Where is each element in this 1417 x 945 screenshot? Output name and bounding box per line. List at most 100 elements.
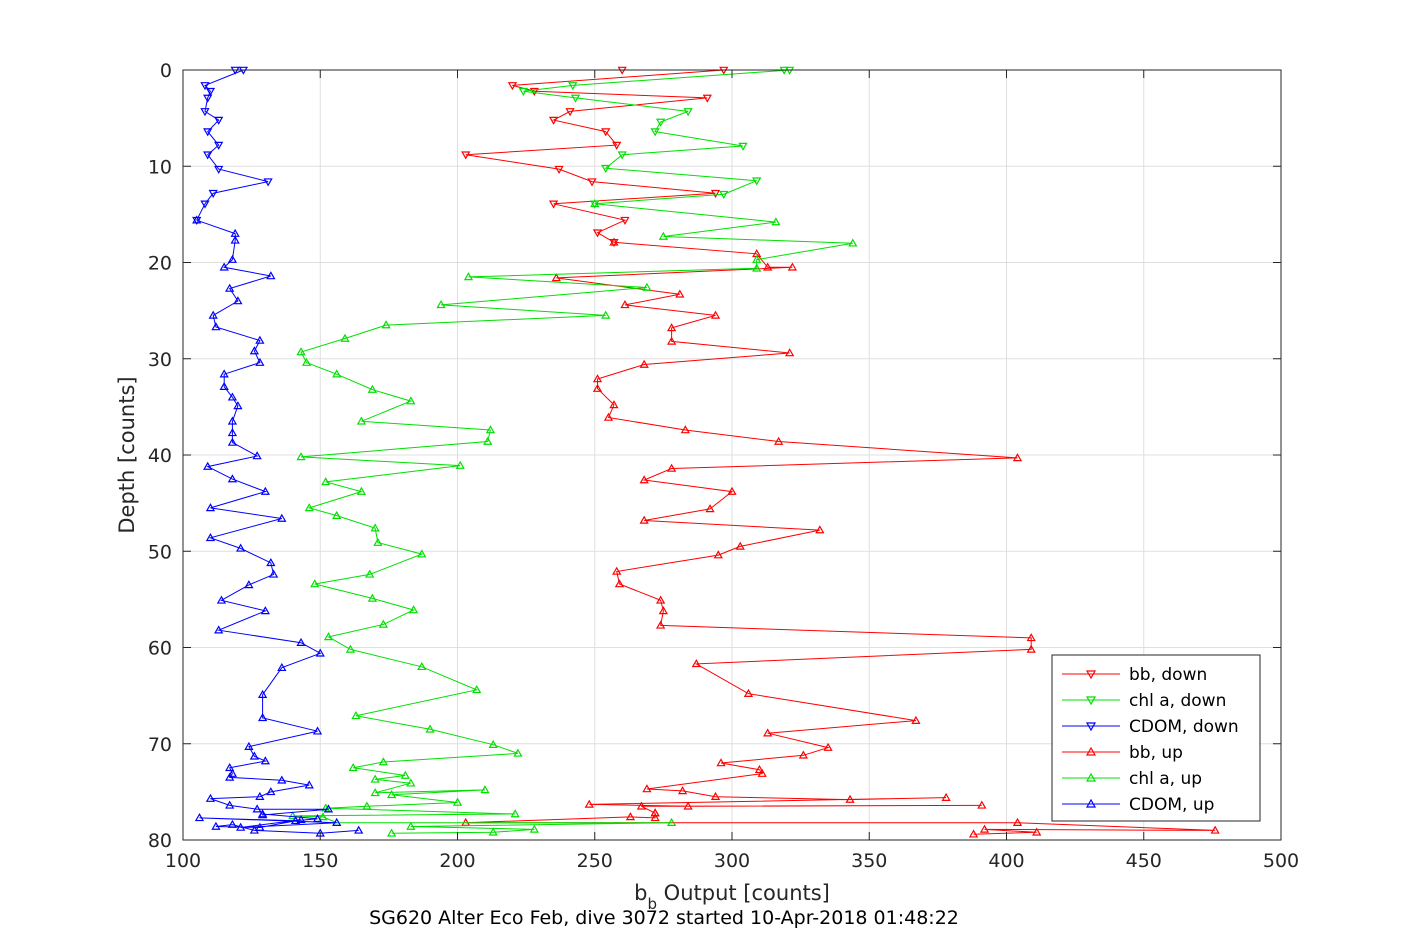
data-point <box>318 812 328 821</box>
data-point <box>716 758 726 767</box>
y-axis-label: Depth [counts] <box>115 376 139 533</box>
data-point <box>592 383 603 392</box>
data-point <box>609 237 619 246</box>
data-point <box>260 606 270 615</box>
data-point <box>1012 817 1023 826</box>
data-point <box>408 605 419 614</box>
data-point <box>233 296 243 305</box>
data-point <box>219 262 229 271</box>
data-point <box>666 336 677 345</box>
data-point <box>719 190 729 199</box>
x-axis-label: bb Output [counts] <box>634 881 830 913</box>
data-point <box>312 726 323 735</box>
data-point <box>463 272 474 281</box>
series-cdom-up <box>192 215 364 837</box>
data-point <box>310 579 320 588</box>
data-point <box>244 741 254 750</box>
data-point <box>277 513 287 522</box>
legend-label: CDOM, up <box>1129 795 1214 815</box>
data-point <box>568 82 578 91</box>
data-point <box>529 824 539 833</box>
legend-marker <box>1085 696 1097 706</box>
data-point <box>370 523 380 532</box>
series-line-cdom-up <box>196 219 359 834</box>
chart-title: SG620 Alter Eco Feb, dive 3072 started 1… <box>369 907 959 929</box>
data-point <box>787 262 798 271</box>
data-point <box>323 804 334 813</box>
data-point <box>592 374 603 383</box>
y-tick-label: 50 <box>148 541 172 563</box>
data-point <box>436 300 446 309</box>
data-point <box>565 108 575 117</box>
data-point <box>513 748 523 757</box>
data-point <box>754 764 765 774</box>
data-point <box>194 813 205 822</box>
data-point <box>488 827 498 836</box>
data-point <box>472 685 482 694</box>
data-point <box>219 381 229 390</box>
x-tick-label: 100 <box>165 850 201 872</box>
series-chl-a-up <box>288 198 858 837</box>
y-tick-label: 30 <box>148 349 172 371</box>
y-tick-label: 60 <box>148 638 172 660</box>
data-point <box>332 510 342 519</box>
data-point <box>211 322 221 331</box>
data-point <box>757 768 767 777</box>
data-point <box>480 785 490 794</box>
data-point <box>301 357 312 366</box>
legend-box <box>1051 654 1261 822</box>
data-point <box>639 359 649 368</box>
data-point <box>785 348 795 357</box>
x-tick-label: 450 <box>1126 850 1162 872</box>
y-tick-label: 70 <box>148 734 172 756</box>
data-point <box>650 128 660 137</box>
data-point <box>702 94 712 103</box>
data-point <box>260 486 270 495</box>
data-point <box>227 428 238 437</box>
data-point <box>771 217 781 226</box>
data-point <box>639 475 649 484</box>
data-point <box>642 784 652 793</box>
data-point <box>266 557 276 567</box>
data-point <box>367 384 378 393</box>
data-point <box>548 116 559 125</box>
data-point <box>677 786 688 795</box>
x-tick-label: 350 <box>851 850 887 872</box>
data-point <box>968 829 979 838</box>
data-point <box>225 283 235 292</box>
data-point <box>367 593 378 602</box>
data-point <box>249 825 260 834</box>
data-point <box>510 809 520 818</box>
data-point <box>417 549 427 558</box>
data-point <box>356 416 367 425</box>
x-tick-label: 400 <box>988 850 1024 872</box>
data-point <box>483 436 493 445</box>
data-point <box>705 504 715 513</box>
data-point <box>205 793 216 802</box>
legend-marker <box>1085 746 1097 756</box>
data-point <box>639 515 649 524</box>
data-point <box>252 451 262 460</box>
data-point <box>584 799 594 808</box>
data-point <box>666 323 677 332</box>
data-point <box>625 812 636 821</box>
data-point <box>315 648 325 657</box>
data-point <box>257 689 268 698</box>
data-point <box>255 357 265 366</box>
data-point <box>612 141 622 150</box>
data-point <box>666 463 677 472</box>
data-point <box>370 788 380 797</box>
data-point <box>263 178 273 187</box>
data-point <box>752 177 762 186</box>
data-point <box>225 763 235 772</box>
x-tick-label: 500 <box>1263 850 1299 872</box>
data-point <box>655 620 666 629</box>
series-line-cdom-down <box>196 69 269 221</box>
data-point <box>225 772 235 781</box>
data-point <box>612 566 622 575</box>
legend-marker <box>1085 670 1097 680</box>
data-point <box>979 824 990 833</box>
x-axis-label-main: b <box>634 881 647 905</box>
data-point <box>373 537 383 546</box>
